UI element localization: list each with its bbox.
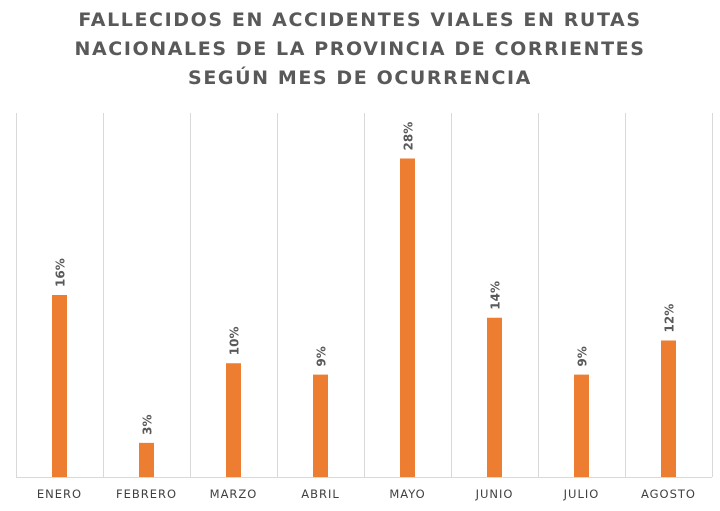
bar bbox=[574, 374, 589, 477]
bar bbox=[400, 158, 415, 477]
x-tick-label: FEBRERO bbox=[116, 487, 177, 501]
bar bbox=[139, 442, 154, 477]
data-label: 16% bbox=[54, 258, 68, 287]
x-tick-label: MAYO bbox=[389, 487, 425, 501]
data-label: 10% bbox=[228, 327, 242, 356]
x-tick-label: ENERO bbox=[37, 487, 82, 501]
data-label: 12% bbox=[663, 304, 677, 333]
bar bbox=[661, 340, 676, 477]
x-tick-label: JUNIO bbox=[475, 487, 514, 501]
chart-title-line-1: FALLECIDOS EN ACCIDENTES VIALES EN RUTAS bbox=[78, 9, 642, 31]
chart-title: FALLECIDOS EN ACCIDENTES VIALES EN RUTAS… bbox=[0, 6, 720, 93]
x-tick-label: AGOSTO bbox=[641, 487, 696, 501]
data-label: 9% bbox=[315, 346, 329, 366]
chart-title-line-3: SEGÚN MES DE OCURRENCIA bbox=[188, 67, 532, 89]
x-tick-label: JULIO bbox=[563, 487, 600, 501]
data-label: 14% bbox=[489, 281, 503, 310]
chart-title-line-2: NACIONALES DE LA PROVINCIA DE CORRIENTES bbox=[74, 38, 646, 60]
bar bbox=[487, 317, 502, 477]
bar bbox=[52, 295, 67, 477]
data-label: 3% bbox=[141, 415, 155, 435]
bar bbox=[226, 363, 241, 477]
bar bbox=[313, 374, 328, 477]
data-label: 28% bbox=[402, 122, 416, 151]
data-label: 9% bbox=[576, 346, 590, 366]
x-tick-label: MARZO bbox=[210, 487, 258, 501]
x-tick-label: ABRIL bbox=[301, 487, 340, 501]
